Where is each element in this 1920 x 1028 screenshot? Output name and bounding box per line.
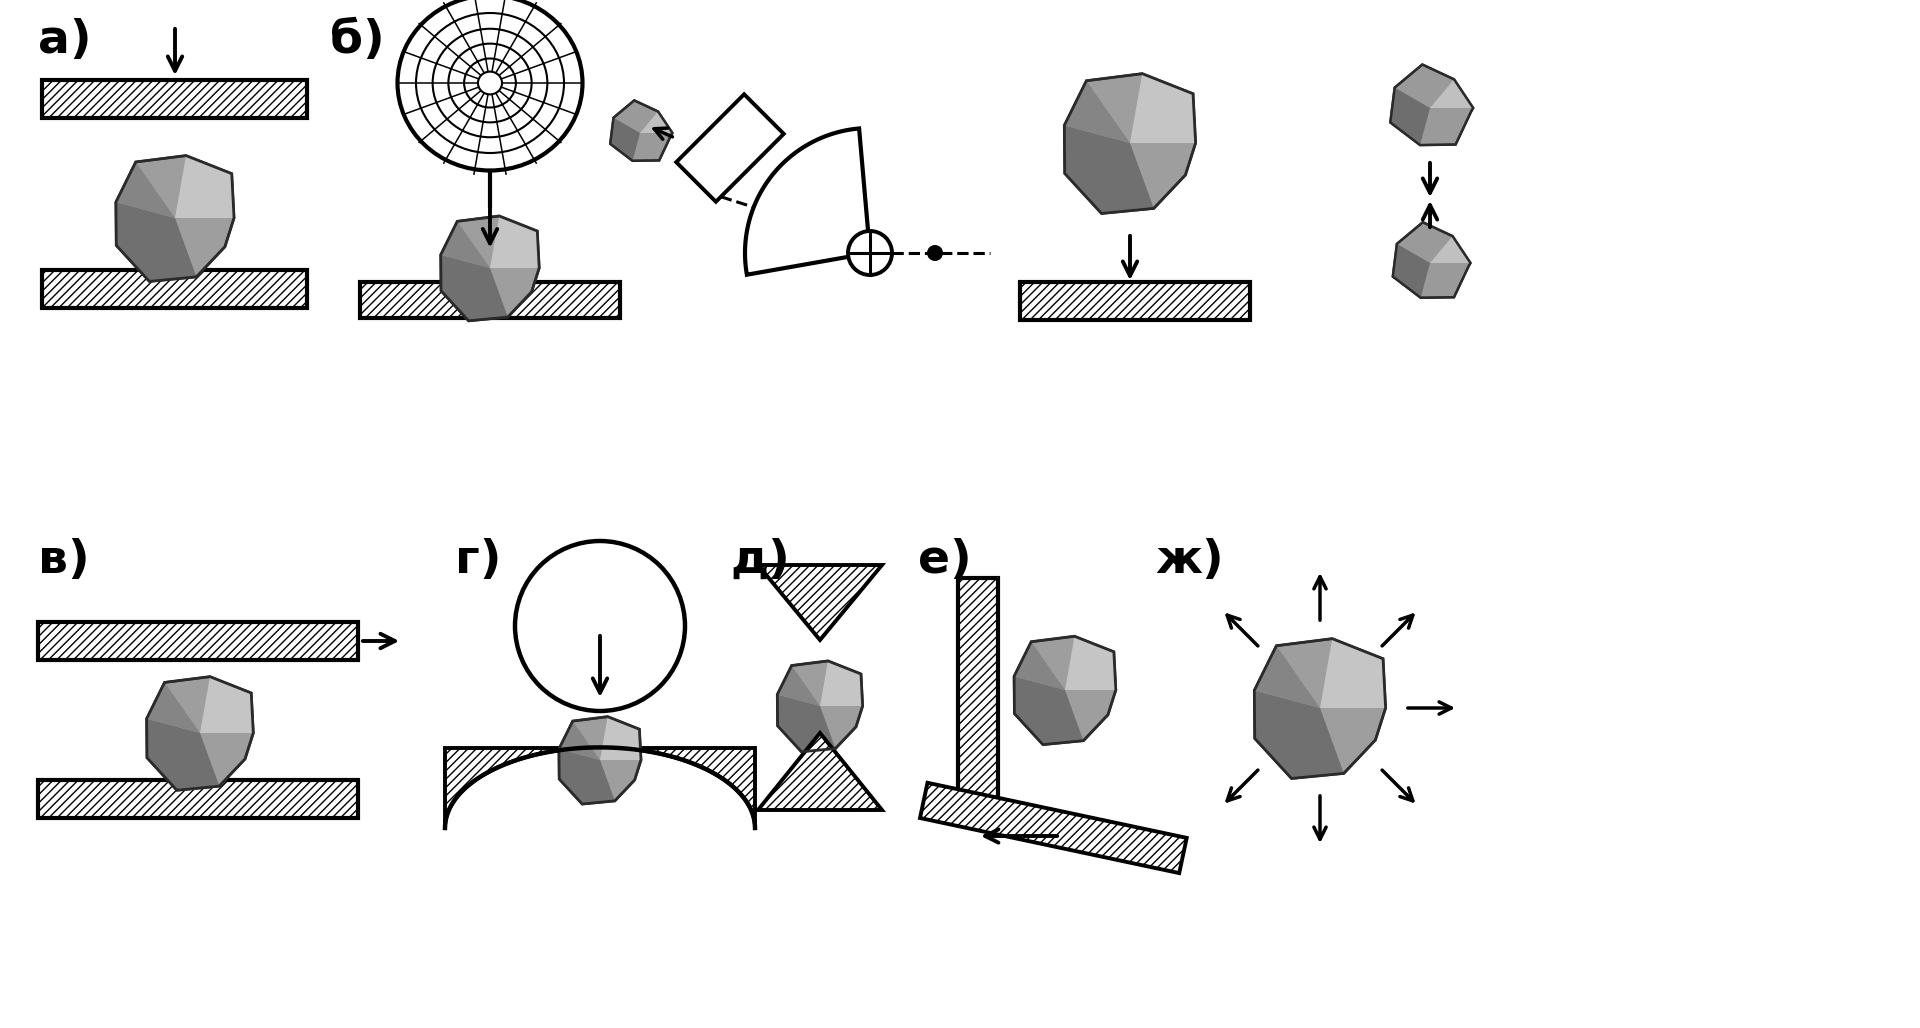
Polygon shape bbox=[599, 717, 641, 760]
Bar bbox=[42, 270, 307, 308]
Circle shape bbox=[927, 245, 943, 261]
Text: д): д) bbox=[730, 538, 789, 583]
Polygon shape bbox=[611, 117, 639, 160]
Polygon shape bbox=[175, 155, 234, 218]
Polygon shape bbox=[115, 203, 196, 282]
Polygon shape bbox=[1321, 638, 1386, 708]
Bar bbox=[38, 622, 357, 660]
Bar bbox=[38, 780, 357, 818]
Polygon shape bbox=[445, 747, 755, 828]
Polygon shape bbox=[1014, 636, 1116, 744]
Polygon shape bbox=[490, 216, 540, 268]
Polygon shape bbox=[639, 111, 672, 133]
Polygon shape bbox=[1390, 65, 1473, 145]
Polygon shape bbox=[115, 155, 234, 282]
Polygon shape bbox=[146, 676, 253, 791]
Bar bbox=[42, 80, 307, 118]
Polygon shape bbox=[1064, 81, 1131, 143]
Polygon shape bbox=[146, 719, 219, 791]
Text: ж): ж) bbox=[1156, 538, 1223, 583]
Polygon shape bbox=[1254, 646, 1321, 708]
Polygon shape bbox=[758, 565, 881, 640]
Text: г): г) bbox=[455, 538, 501, 583]
Polygon shape bbox=[115, 162, 175, 218]
Polygon shape bbox=[778, 665, 820, 706]
Polygon shape bbox=[611, 101, 672, 160]
Polygon shape bbox=[1064, 74, 1196, 214]
Polygon shape bbox=[778, 695, 835, 751]
Polygon shape bbox=[745, 128, 870, 274]
Polygon shape bbox=[1014, 676, 1083, 744]
Polygon shape bbox=[1066, 636, 1116, 690]
Polygon shape bbox=[1390, 87, 1430, 145]
Polygon shape bbox=[1392, 244, 1430, 298]
Polygon shape bbox=[1064, 125, 1154, 214]
Polygon shape bbox=[559, 717, 641, 804]
Polygon shape bbox=[778, 661, 862, 751]
Bar bbox=[958, 578, 998, 798]
Polygon shape bbox=[442, 216, 540, 321]
Text: в): в) bbox=[38, 538, 90, 583]
Polygon shape bbox=[559, 721, 599, 760]
Polygon shape bbox=[1254, 691, 1344, 778]
Polygon shape bbox=[200, 676, 253, 733]
Bar bbox=[1020, 282, 1250, 320]
Polygon shape bbox=[1430, 236, 1471, 263]
Polygon shape bbox=[442, 255, 509, 321]
Polygon shape bbox=[1254, 638, 1386, 778]
Polygon shape bbox=[758, 733, 881, 810]
Text: а): а) bbox=[38, 19, 92, 63]
Polygon shape bbox=[920, 782, 1187, 873]
Ellipse shape bbox=[397, 0, 582, 171]
Polygon shape bbox=[442, 221, 490, 268]
Polygon shape bbox=[676, 95, 783, 201]
Polygon shape bbox=[820, 661, 862, 706]
Text: б): б) bbox=[330, 19, 384, 63]
Polygon shape bbox=[1014, 641, 1066, 690]
Circle shape bbox=[849, 231, 893, 276]
Polygon shape bbox=[1131, 74, 1196, 143]
Polygon shape bbox=[146, 683, 200, 733]
Text: е): е) bbox=[918, 538, 972, 583]
Bar bbox=[361, 282, 620, 318]
Polygon shape bbox=[1430, 79, 1473, 108]
Polygon shape bbox=[1392, 222, 1471, 298]
Polygon shape bbox=[559, 749, 614, 804]
